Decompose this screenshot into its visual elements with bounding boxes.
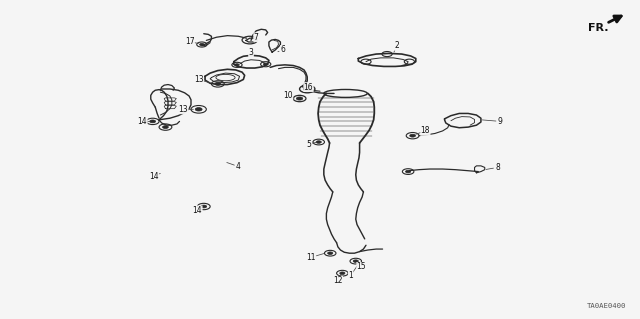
Text: 14: 14 [138,117,147,126]
Text: 9: 9 [498,117,502,126]
Circle shape [340,272,345,274]
Circle shape [410,134,415,137]
Text: 6: 6 [280,45,285,55]
Circle shape [215,83,221,85]
Text: 16: 16 [304,83,314,92]
Text: 11: 11 [307,253,316,262]
Circle shape [406,170,411,173]
Circle shape [201,205,207,208]
Circle shape [264,63,268,65]
Text: 10: 10 [284,91,293,100]
Text: 13: 13 [179,105,188,114]
Text: FR.: FR. [588,23,608,33]
Circle shape [163,126,168,129]
Text: 7: 7 [253,33,259,42]
Circle shape [296,97,303,100]
Text: 8: 8 [495,163,500,172]
Text: 18: 18 [420,126,430,135]
Circle shape [195,108,202,111]
Circle shape [200,43,204,46]
Text: 5: 5 [306,140,311,149]
Text: 1: 1 [348,271,353,280]
Text: 17: 17 [185,38,195,47]
Text: 2: 2 [394,41,399,50]
Text: 13: 13 [194,75,204,84]
Text: 14: 14 [149,172,159,181]
Circle shape [328,252,333,255]
Text: TA0AE0400: TA0AE0400 [587,303,627,309]
Text: 3: 3 [248,48,253,57]
Circle shape [316,141,321,143]
Text: 14: 14 [193,206,202,215]
Circle shape [353,260,358,263]
Text: 4: 4 [236,162,241,171]
Circle shape [235,64,239,66]
Text: 12: 12 [333,276,342,285]
Circle shape [303,87,311,91]
Text: 15: 15 [356,262,366,271]
Circle shape [150,120,156,123]
